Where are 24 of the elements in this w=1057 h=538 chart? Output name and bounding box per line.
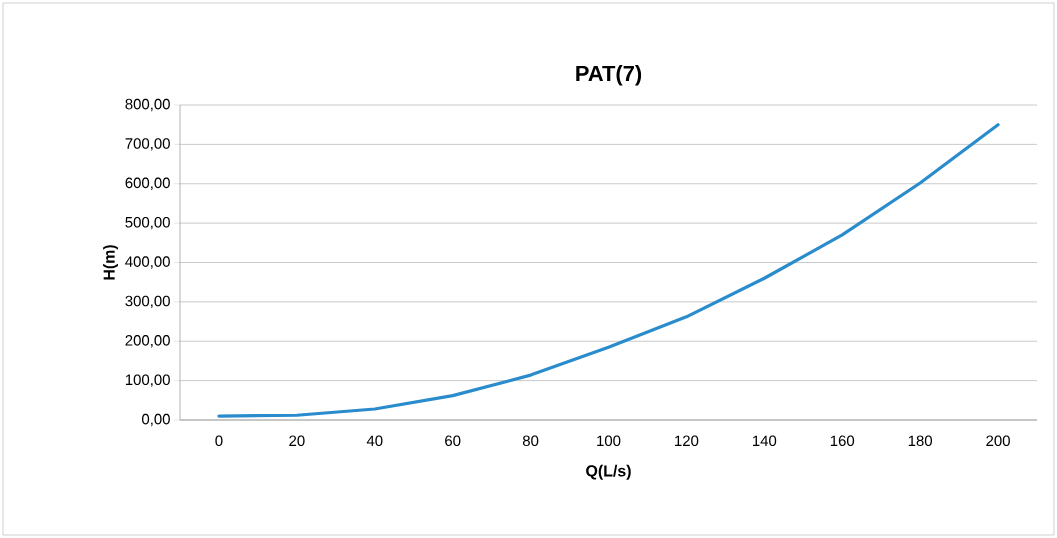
line-series [217,123,1000,418]
x-axis-title: Q(L/s) [586,464,631,480]
y-tick-label: 300,00 [125,295,170,309]
y-tick-label: 800,00 [125,98,170,112]
x-tick-label: 140 [753,435,777,447]
x-tick-label: 60 [445,435,461,447]
x-tick-label: 160 [830,435,855,447]
y-tick-label: 100,00 [125,374,170,387]
chart-title: PAT(7) [576,65,642,86]
x-tick-label: 40 [366,435,383,447]
y-tick-label: 0,00 [142,413,170,427]
x-tick-label: 80 [522,435,539,447]
y-axis-title: H(m) [103,245,118,280]
y-tick-label: 700,00 [125,138,170,151]
x-tick-label: 100 [597,435,621,447]
x-tick-label: 200 [986,435,1010,447]
x-tick-label: 20 [289,435,305,447]
y-tick-label: 200,00 [125,335,170,348]
y-tick-label: 400,00 [125,256,170,269]
y-tick-label: 500,00 [125,216,170,230]
x-tick-label: 180 [908,435,933,447]
x-tick-label: 0 [215,435,223,447]
y-tick-label: 600,00 [125,177,170,190]
x-tick-label: 120 [675,435,699,447]
